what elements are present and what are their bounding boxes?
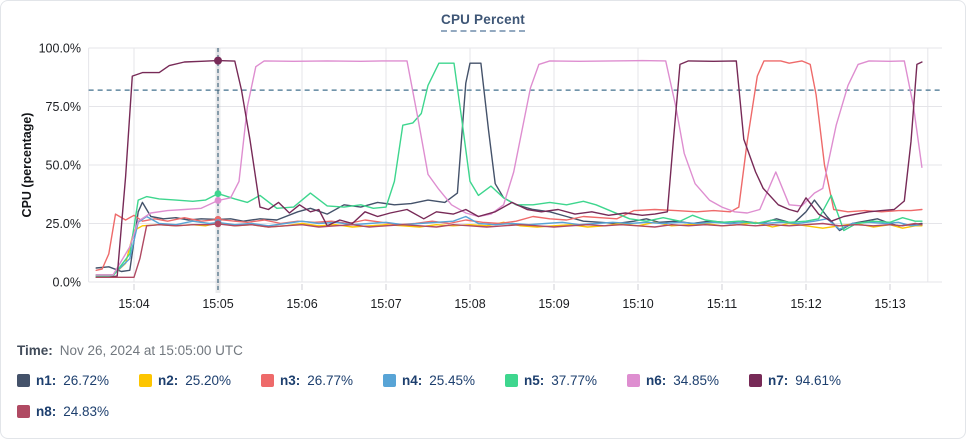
legend-item-n7[interactable]: n7: 94.61% [749,369,871,391]
legend-item-n5[interactable]: n5: 37.77% [505,369,627,391]
time-label: Time: [17,343,53,358]
legend-swatch [505,373,518,387]
legend-series-value: 34.85% [673,372,720,388]
legend-item-n1[interactable]: n1: 26.72% [17,369,139,391]
x-tick-label: 15:11 [707,297,737,311]
legend-swatch [627,373,640,387]
chart-header: CPU Percent [1,11,965,32]
series-line-n6 [95,59,923,276]
legend-series-value: 25.20% [185,372,232,388]
y-tick-label: 75.0% [46,100,81,114]
legend-series-value: 26.77% [307,372,354,388]
legend-series-name: n2: [158,372,179,388]
legend-swatch [17,404,30,418]
legend-swatch [383,373,396,387]
x-tick-label: 15:10 [622,297,653,311]
legend-item-n2[interactable]: n2: 25.20% [139,369,261,391]
series-line-n1 [95,62,923,273]
x-tick-label: 15:05 [202,297,233,311]
legend-item-n6[interactable]: n6: 34.85% [627,369,749,391]
legend-swatch [749,373,762,387]
x-tick-label: 15:13 [874,297,905,311]
legend-series-name: n7: [768,372,789,388]
legend-series-name: n6: [646,372,667,388]
cursor-dot-n6 [214,197,222,204]
x-tick-label: 15:06 [286,297,317,311]
x-tick-label: 15:09 [538,297,569,311]
cursor-dot-n8 [214,220,222,228]
x-tick-label: 15:04 [118,297,149,311]
x-tick-label: 15:07 [370,297,401,311]
chart-title[interactable]: CPU Percent [441,12,525,32]
legend-swatch [17,373,30,387]
legend-series-name: n3: [280,372,301,388]
cursor-dot-n5 [214,190,222,198]
x-tick-label: 15:12 [790,297,821,311]
legend-item-n8[interactable]: n8: 24.83% [17,400,139,422]
legend-swatch [139,373,152,387]
legend-swatch [261,373,274,387]
y-tick-label: 50.0% [46,159,81,173]
legend-series-value: 37.77% [551,372,598,388]
x-tick-label: 15:08 [454,297,485,311]
time-value: Nov 26, 2024 at 15:05:00 UTC [59,343,243,358]
series-line-n5 [95,62,923,277]
legend-series-value: 26.72% [63,372,110,388]
legend-series-name: n5: [524,372,545,388]
y-axis-title: CPU (percentage) [20,113,34,218]
series-line-n7 [95,59,923,278]
cursor-dot-n7 [214,56,222,65]
legend-item-n3[interactable]: n3: 26.77% [261,369,383,391]
legend-series-name: n8: [36,403,57,419]
y-tick-label: 0.0% [53,276,82,290]
cpu-chart-plot[interactable]: 100.0% 75.0% 50.0% 25.0% 0.0% 15:04 15:05 15:06… [1,1,966,326]
legend-series-value: 24.83% [63,403,110,419]
y-tick-label: 100.0% [39,42,81,56]
legend-series-name: n4: [402,372,423,388]
legend-item-n4[interactable]: n4: 25.45% [383,369,505,391]
legend-series-name: n1: [36,372,57,388]
series-line-n3 [95,60,923,271]
legend-series-value: 94.61% [795,372,842,388]
legend-series-value: 25.45% [429,372,476,388]
legend: n1: 26.72% n2: 25.20% n3: 26.77% n4: 25.45% n5: 3… [17,369,947,422]
cursor-time-row: Time: Nov 26, 2024 at 15:05:00 UTC [17,343,243,358]
y-tick-label: 25.0% [46,217,81,231]
